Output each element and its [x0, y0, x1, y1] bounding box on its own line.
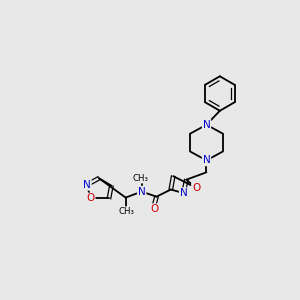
- Text: N: N: [202, 120, 210, 130]
- Text: CH₃: CH₃: [132, 174, 148, 183]
- Text: N: N: [180, 188, 188, 198]
- Text: O: O: [86, 194, 95, 203]
- Text: N: N: [138, 187, 146, 196]
- Text: N: N: [202, 155, 210, 165]
- Text: N: N: [83, 180, 91, 190]
- Text: O: O: [150, 204, 159, 214]
- Text: O: O: [192, 183, 200, 193]
- Text: CH₃: CH₃: [118, 207, 134, 216]
